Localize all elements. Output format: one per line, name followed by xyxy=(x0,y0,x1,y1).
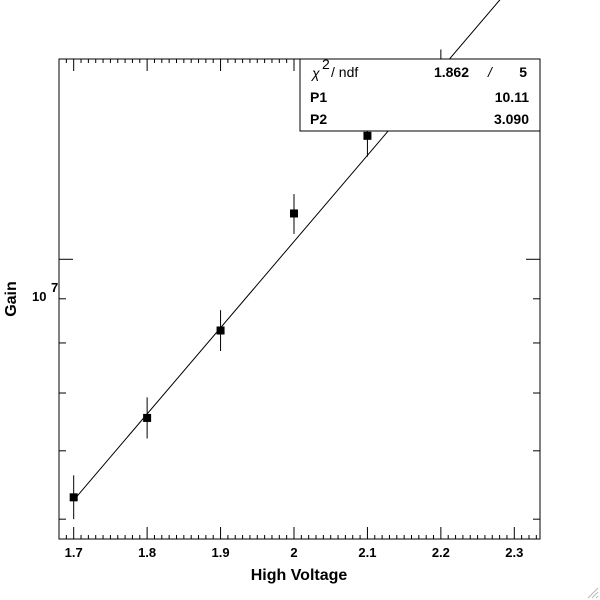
x-tick-label: 2.1 xyxy=(358,545,376,560)
param-p2-value: 3.090 xyxy=(494,111,529,127)
data-point-marker xyxy=(69,493,78,502)
chi2-value: 1.862 xyxy=(434,64,469,80)
chi2-slash: / xyxy=(487,64,494,80)
chi2-symbol: χ xyxy=(310,65,320,81)
data-point-marker xyxy=(289,209,298,218)
chi2-exponent: 2 xyxy=(322,56,330,72)
stats-box-frame xyxy=(299,58,541,132)
param-p1-label: P1 xyxy=(310,89,327,105)
data-point-marker xyxy=(363,131,372,140)
data-point-marker xyxy=(216,326,225,335)
x-tick-label: 1.7 xyxy=(65,545,83,560)
x-tick-label: 1.8 xyxy=(138,545,156,560)
x-tick-label: 1.9 xyxy=(212,545,230,560)
x-tick-label: 2.2 xyxy=(432,545,450,560)
stats-box: χ 2 / ndf 1.862 / 5 P1 10.11 P2 3.090 xyxy=(299,56,541,132)
data-point-marker xyxy=(143,413,152,422)
x-tick-label: 2 xyxy=(290,545,297,560)
param-p2-label: P2 xyxy=(310,111,327,127)
x-tick-label: 2.3 xyxy=(505,545,523,560)
param-p1-value: 10.11 xyxy=(495,89,529,105)
y-tick-label-base: 10 xyxy=(32,289,46,304)
chi2-ndf-label: / ndf xyxy=(331,64,358,80)
resize-grip-icon[interactable] xyxy=(587,587,599,599)
x-tick-labels: 1.7 1.8 1.9 2 2.1 2.2 2.3 xyxy=(65,545,524,560)
y-tick-label-exponent: 7 xyxy=(51,280,58,295)
ndf-value: 5 xyxy=(519,64,527,80)
y-axis-label: Gain xyxy=(3,281,20,317)
x-axis-label: High Voltage xyxy=(251,567,348,584)
